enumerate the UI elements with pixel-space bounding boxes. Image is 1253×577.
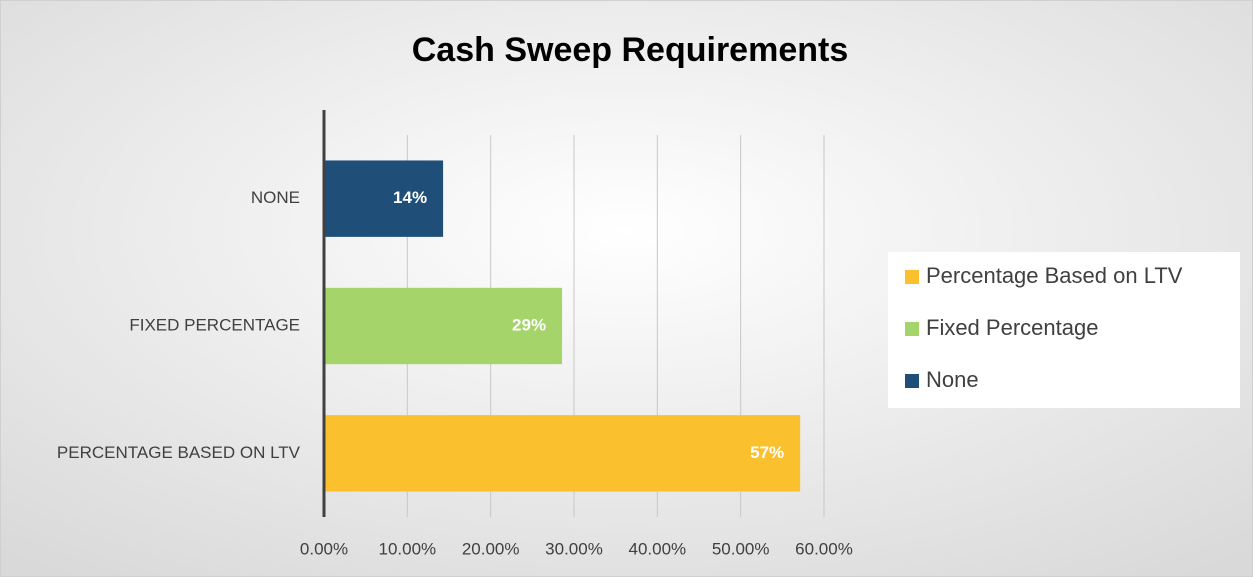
legend-swatch: [905, 374, 919, 388]
chart-title: Cash Sweep Requirements: [412, 31, 848, 69]
x-tick-label: 0.00%: [300, 539, 348, 558]
legend-label: None: [926, 367, 979, 392]
data-label: 14%: [393, 188, 427, 207]
bar: [324, 287, 563, 365]
legend-swatch: [905, 322, 919, 336]
legend-box: [888, 252, 1240, 408]
x-tick-label: 60.00%: [795, 539, 853, 558]
y-tick-label: FIXED PERCENTAGE: [129, 315, 300, 334]
legend-swatch: [905, 270, 919, 284]
legend-label: Fixed Percentage: [926, 315, 1098, 340]
bar: [324, 415, 801, 492]
data-label: 57%: [750, 443, 784, 462]
x-tick-label: 20.00%: [462, 539, 520, 558]
x-tick-label: 50.00%: [712, 539, 770, 558]
y-tick-label: NONE: [251, 188, 300, 207]
x-tick-label: 40.00%: [628, 539, 686, 558]
bar: [324, 160, 444, 237]
data-label: 29%: [512, 315, 546, 334]
x-tick-label: 30.00%: [545, 539, 603, 558]
y-tick-label: PERCENTAGE BASED ON LTV: [57, 443, 301, 462]
x-tick-label: 10.00%: [378, 539, 436, 558]
legend-label: Percentage Based on LTV: [926, 263, 1183, 288]
